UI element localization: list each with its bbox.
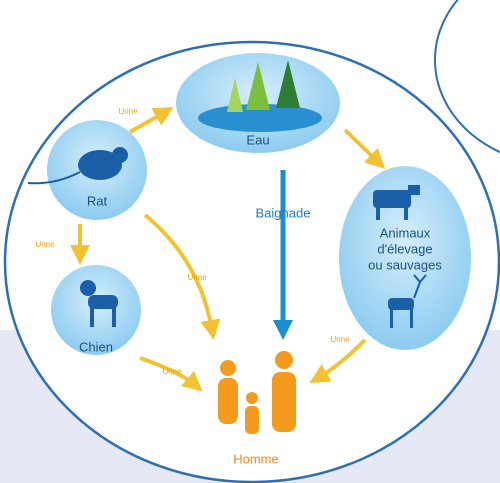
edge-label: Urine (187, 273, 207, 282)
edge-label: Urine (330, 335, 350, 344)
edge-label: Baignade (256, 205, 311, 220)
node-label: Eau (246, 132, 269, 147)
node-chien: Chien (51, 265, 141, 355)
node-animaux: Animaux d'élevage ou sauvages (339, 166, 471, 350)
node-label: Chien (79, 339, 113, 354)
edge-label: Urine (162, 367, 182, 376)
node-label: d'élevage (377, 241, 432, 256)
edge-label: Urine (118, 107, 138, 116)
node-label: Rat (87, 193, 108, 208)
node-label: Animaux (380, 225, 431, 240)
diagram: Eau Rat Chien Animaux d'élevage ou sauva… (0, 0, 500, 483)
node-label: Homme (233, 451, 279, 466)
edge-label: Urine (35, 240, 55, 249)
node-label: ou sauvages (368, 257, 442, 272)
node-eau: Eau (176, 53, 340, 153)
